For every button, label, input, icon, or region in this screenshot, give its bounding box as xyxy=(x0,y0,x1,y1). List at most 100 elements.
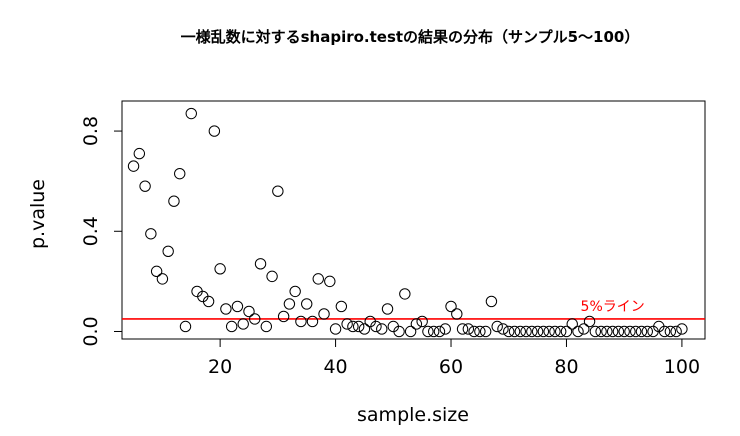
data-point xyxy=(370,320,382,333)
data-point xyxy=(479,325,492,338)
data-point xyxy=(508,325,521,338)
data-point xyxy=(150,265,163,278)
data-point xyxy=(312,273,324,285)
x-tick-label: 80 xyxy=(554,356,578,378)
data-point xyxy=(260,320,273,333)
data-point xyxy=(658,325,671,338)
data-point xyxy=(428,325,440,338)
data-point xyxy=(249,313,261,325)
data-point xyxy=(341,318,353,330)
data-point xyxy=(456,323,469,335)
data-point xyxy=(352,320,365,333)
data-point xyxy=(422,325,434,338)
y-tick-label: 0.8 xyxy=(80,116,102,146)
data-point xyxy=(231,300,244,313)
x-tick-label: 60 xyxy=(439,356,463,378)
data-point xyxy=(485,295,498,308)
data-point xyxy=(127,160,140,172)
data-point xyxy=(139,180,151,192)
data-point xyxy=(520,325,532,338)
data-point xyxy=(254,258,267,270)
data-point xyxy=(635,325,648,338)
data-point xyxy=(376,323,388,335)
data-point xyxy=(630,325,642,338)
data-points xyxy=(127,107,688,338)
data-point xyxy=(225,320,238,333)
data-point xyxy=(335,300,348,313)
data-point xyxy=(185,107,197,120)
data-point xyxy=(156,273,169,285)
data-point xyxy=(162,245,174,258)
data-point xyxy=(664,325,677,338)
data-point xyxy=(514,325,526,338)
data-point xyxy=(145,228,157,240)
data-point xyxy=(439,323,451,335)
reference-line-label: 5%ライン xyxy=(581,299,645,315)
data-point xyxy=(445,300,457,313)
x-tick-label: 40 xyxy=(323,356,347,378)
data-point xyxy=(468,325,480,338)
data-point xyxy=(589,325,602,338)
data-point xyxy=(566,318,578,330)
data-point xyxy=(537,325,550,338)
data-point xyxy=(399,288,411,300)
data-point xyxy=(497,323,509,335)
data-point xyxy=(347,320,359,333)
data-point xyxy=(618,325,630,338)
data-point xyxy=(612,325,625,338)
data-point xyxy=(416,315,428,328)
data-point xyxy=(266,270,278,283)
data-point xyxy=(168,195,180,207)
data-point xyxy=(503,325,515,338)
data-point xyxy=(272,185,284,197)
data-point xyxy=(318,308,330,320)
data-point xyxy=(295,315,307,328)
x-tick-label: 100 xyxy=(664,356,700,378)
x-tick-label: 20 xyxy=(208,356,232,378)
data-point xyxy=(554,325,567,338)
chart-title: 一様乱数に対するshapiro.testの結果の分布（サンプル5〜100） xyxy=(181,28,640,46)
data-point xyxy=(301,298,313,310)
y-tick-label: 0.4 xyxy=(80,216,102,246)
data-point xyxy=(491,320,503,333)
data-point xyxy=(381,303,394,315)
data-point xyxy=(237,318,249,330)
data-point xyxy=(543,325,555,338)
data-point xyxy=(526,325,538,338)
data-point xyxy=(329,323,342,335)
data-point xyxy=(393,325,405,338)
data-point xyxy=(283,298,296,310)
data-point xyxy=(179,320,192,333)
data-point xyxy=(220,303,232,315)
data-point xyxy=(277,310,290,323)
y-axis-label: p.value xyxy=(27,179,49,249)
data-point xyxy=(451,308,463,320)
x-axis-label: sample.size xyxy=(357,404,469,426)
data-point xyxy=(433,325,446,338)
x-axis: 20 40 60 80 100 xyxy=(208,339,700,378)
data-point xyxy=(174,167,186,180)
data-point xyxy=(474,325,486,338)
data-point xyxy=(560,325,573,338)
data-point xyxy=(324,275,336,288)
data-point xyxy=(410,318,423,330)
data-point xyxy=(214,263,226,275)
data-point xyxy=(462,323,475,335)
y-axis: 0.0 0.4 0.8 xyxy=(80,116,122,347)
data-point xyxy=(624,325,636,338)
data-point xyxy=(202,295,215,308)
data-point xyxy=(404,325,417,338)
data-point xyxy=(243,305,255,318)
data-point xyxy=(572,325,584,338)
data-point xyxy=(306,315,319,328)
data-point xyxy=(358,323,371,335)
data-point xyxy=(676,323,688,335)
data-point xyxy=(133,147,146,160)
y-tick-label: 0.0 xyxy=(80,316,102,346)
data-point xyxy=(289,285,301,298)
plot-frame xyxy=(121,100,706,340)
data-point xyxy=(578,323,590,335)
data-point xyxy=(641,325,653,338)
data-point xyxy=(208,125,221,137)
